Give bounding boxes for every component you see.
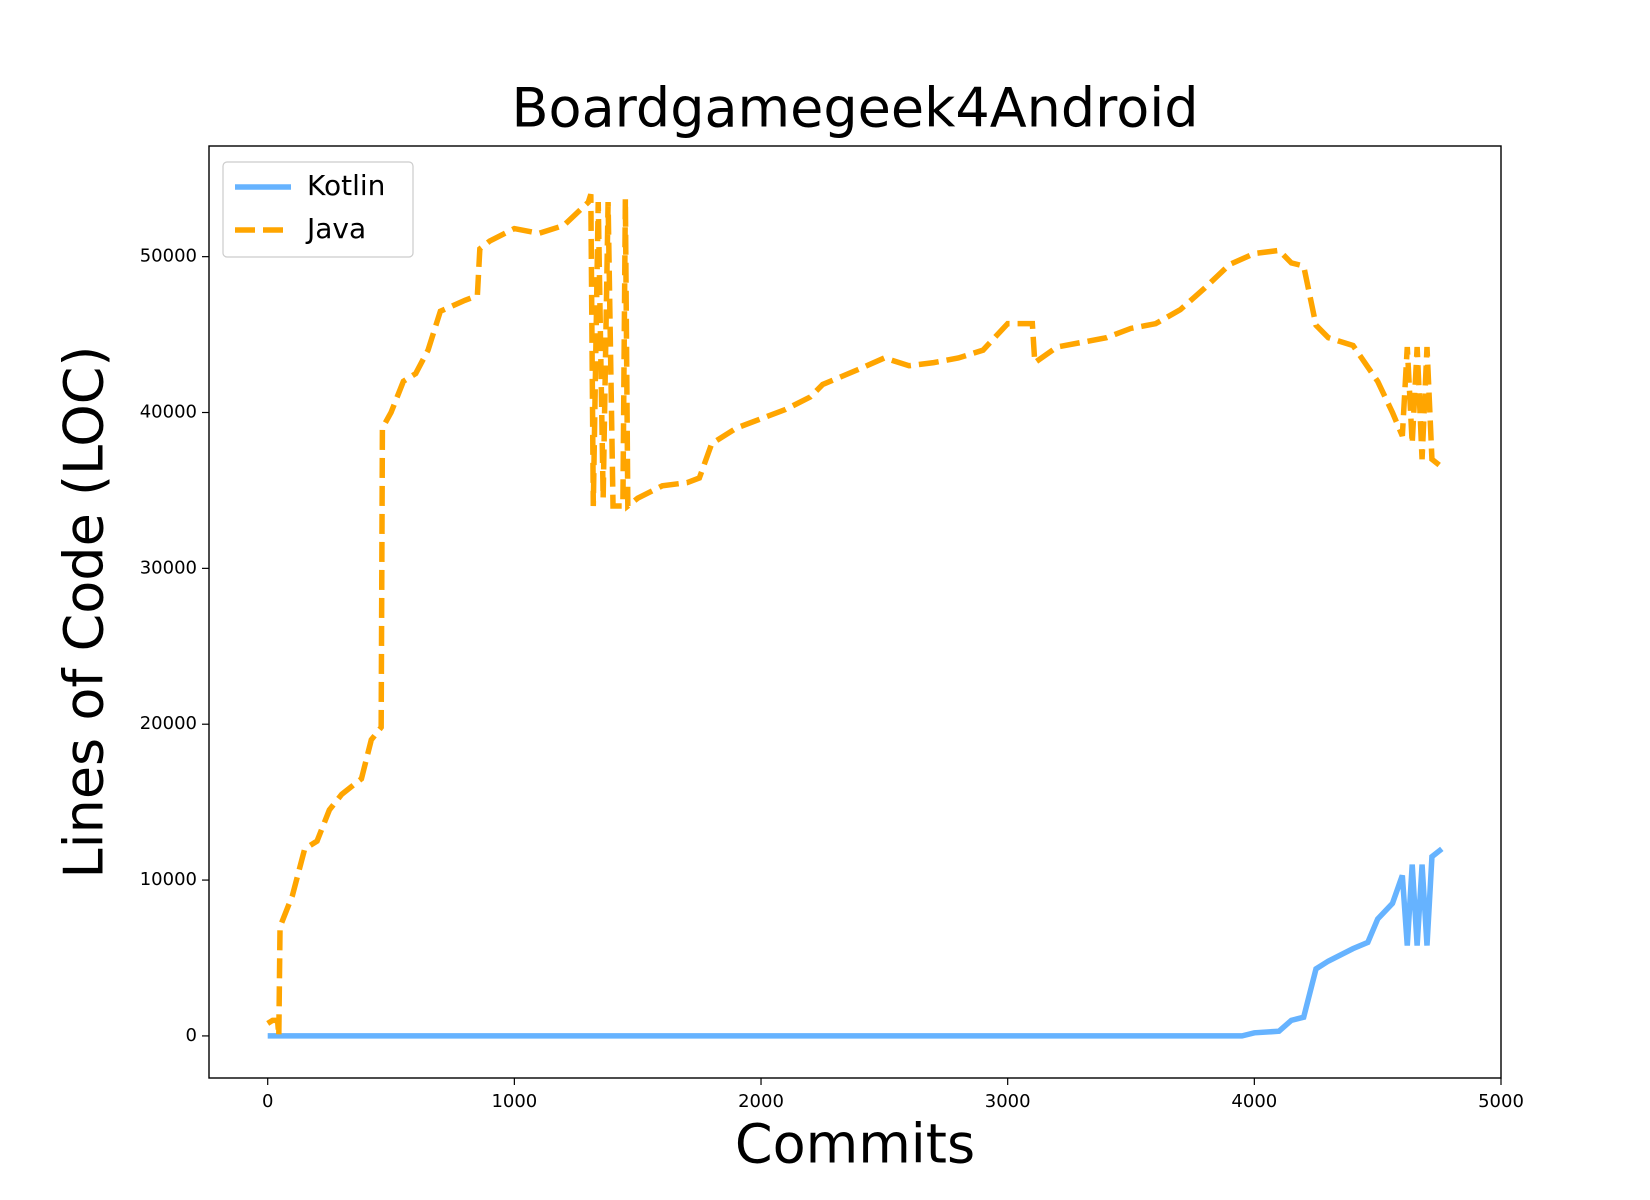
x-tick-label: 2000	[738, 1091, 784, 1112]
line-series	[267, 846, 1444, 1039]
y-tick-label: 30000	[140, 557, 197, 578]
x-axis-label: Commits	[735, 1113, 975, 1176]
y-axis-label: Lines of Code (LOC)	[53, 346, 116, 879]
y-tick-label: 10000	[140, 869, 197, 890]
y-tick-label: 50000	[140, 246, 197, 267]
chart-title: Boardgamegeek4Android	[511, 77, 1198, 140]
legend-label: Kotlin	[307, 169, 385, 202]
legend-label: Java	[305, 212, 366, 245]
plot-frame	[208, 145, 1502, 1079]
y-tick-label: 0	[186, 1025, 197, 1046]
x-tick-label: 3000	[985, 1091, 1031, 1112]
y-tick-label: 20000	[140, 713, 197, 734]
x-tick-label: 4000	[1231, 1091, 1277, 1112]
x-tick-label: 0	[262, 1091, 273, 1112]
line-series	[266, 193, 1444, 1037]
y-tick-label: 40000	[140, 402, 197, 423]
x-tick-label: 5000	[1478, 1091, 1524, 1112]
x-tick-label: 1000	[491, 1091, 537, 1112]
